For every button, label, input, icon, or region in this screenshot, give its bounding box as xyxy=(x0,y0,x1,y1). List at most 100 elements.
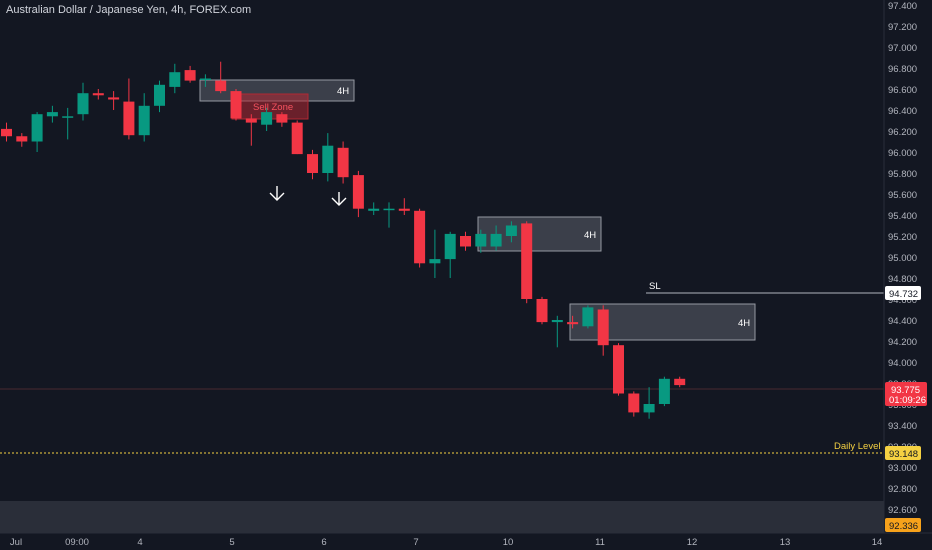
candle-body[interactable] xyxy=(613,345,624,394)
x-tick-label: 5 xyxy=(229,537,234,548)
y-tick-label: 97.400 xyxy=(888,1,917,12)
candle-body[interactable] xyxy=(276,114,288,123)
down-arrow-icon xyxy=(269,186,285,201)
y-tick-label: 95.000 xyxy=(888,253,917,264)
candle-body[interactable] xyxy=(551,320,563,323)
candle-body[interactable] xyxy=(245,118,257,123)
candle-body[interactable] xyxy=(383,208,395,211)
y-tick-label: 93.000 xyxy=(888,463,917,474)
candle-body[interactable] xyxy=(1,128,12,137)
candle-body[interactable] xyxy=(582,307,594,327)
candle-body[interactable] xyxy=(16,136,28,142)
y-tick-label: 94.400 xyxy=(888,316,917,327)
candle-body[interactable] xyxy=(658,378,670,404)
y-tick-label: 96.600 xyxy=(888,85,917,96)
y-tick-label: 95.400 xyxy=(888,211,917,222)
y-tick-label: 94.000 xyxy=(888,358,917,369)
candle-body[interactable] xyxy=(62,116,74,118)
candle-body[interactable] xyxy=(505,225,517,237)
x-tick-label: 12 xyxy=(687,537,698,548)
candle-body[interactable] xyxy=(398,208,410,211)
y-tick-label: 94.800 xyxy=(888,274,917,285)
candle-body[interactable] xyxy=(674,378,686,386)
y-tick-label: 97.000 xyxy=(888,43,917,54)
y-tick-label: 96.000 xyxy=(888,148,917,159)
daily-level-badge xyxy=(885,446,921,460)
x-tick-label: 11 xyxy=(595,537,605,548)
daily-level-label: Daily Level xyxy=(834,441,880,452)
x-tick-label: 14 xyxy=(872,537,883,548)
y-tick-label: 92.600 xyxy=(888,505,917,516)
candle-body[interactable] xyxy=(46,112,58,117)
candle-body[interactable] xyxy=(123,101,135,136)
x-axis: Jul 09:00 4 5 6 7 10 11 12 13 14 xyxy=(10,537,882,548)
candle-body[interactable] xyxy=(291,122,303,155)
candle-body[interactable] xyxy=(184,70,196,81)
down-arrow-icon xyxy=(331,192,347,206)
chart-title: Australian Dollar / Japanese Yen, 4h, FO… xyxy=(6,4,252,16)
y-tick-label: 95.800 xyxy=(888,169,917,180)
x-tick-label: 4 xyxy=(137,537,142,548)
candle-body[interactable] xyxy=(444,233,456,260)
y-tick-label: 97.200 xyxy=(888,22,917,33)
candle-body[interactable] xyxy=(597,309,609,346)
candle-body[interactable] xyxy=(154,84,165,106)
x-tick-label: 13 xyxy=(780,537,791,548)
candle-body[interactable] xyxy=(215,80,227,92)
x-tick-label: 7 xyxy=(413,537,418,548)
candle-body[interactable] xyxy=(108,97,120,100)
candle-body[interactable] xyxy=(521,223,533,299)
candle-body[interactable] xyxy=(490,233,502,247)
candles-group xyxy=(1,61,686,419)
y-tick-label: 95.200 xyxy=(888,232,917,243)
candle-body[interactable] xyxy=(31,114,43,142)
candle-body[interactable] xyxy=(337,147,349,178)
sl-label: SL xyxy=(649,281,661,292)
sl-price-text: 94.732 xyxy=(889,289,918,300)
candle-body[interactable] xyxy=(352,175,364,209)
y-tick-label: 93.400 xyxy=(888,421,917,432)
y-tick-label: 96.200 xyxy=(888,127,917,138)
candle-body[interactable] xyxy=(92,93,104,96)
candle-body[interactable] xyxy=(567,322,579,325)
current-price-text: 93.775 xyxy=(891,385,920,396)
x-tick-label: 6 xyxy=(321,537,326,548)
countdown-text: 01:09:26 xyxy=(889,395,926,406)
x-tick-label: 09:00 xyxy=(65,537,89,548)
candle-body[interactable] xyxy=(460,236,471,247)
candle-body[interactable] xyxy=(169,72,181,87)
candle-body[interactable] xyxy=(628,393,640,413)
bottom-price-text: 92.336 xyxy=(889,521,918,532)
y-tick-label: 96.800 xyxy=(888,64,917,75)
y-tick-label: 92.800 xyxy=(888,484,917,495)
candle-body[interactable] xyxy=(475,233,487,247)
x-tick-label: Jul xyxy=(10,537,22,548)
zone-label-3: 4H xyxy=(738,318,750,329)
candle-body[interactable] xyxy=(536,299,548,323)
candle-body[interactable] xyxy=(230,91,242,119)
sell-zone-label: Sell Zone xyxy=(253,102,293,113)
candle-body[interactable] xyxy=(429,259,441,264)
bottom-price-band xyxy=(0,501,884,533)
y-tick-label: 94.200 xyxy=(888,337,917,348)
x-tick-label: 10 xyxy=(503,537,514,548)
current-price-badge xyxy=(885,382,927,406)
bottom-price-badge xyxy=(885,518,921,532)
sl-price-badge xyxy=(885,286,921,300)
candle-body[interactable] xyxy=(414,210,426,264)
zone-label-2: 4H xyxy=(584,230,596,241)
candle-body[interactable] xyxy=(199,78,211,81)
candle-body[interactable] xyxy=(77,93,89,115)
candle-body[interactable] xyxy=(643,404,655,413)
y-tick-label: 95.600 xyxy=(888,190,917,201)
candle-body[interactable] xyxy=(138,105,150,136)
y-tick-label: 96.400 xyxy=(888,106,917,117)
candle-body[interactable] xyxy=(322,145,334,173)
candle-body[interactable] xyxy=(368,208,380,211)
y-tick-label: 94.600 xyxy=(888,295,917,306)
candle-body[interactable] xyxy=(261,112,273,125)
daily-level-price-text: 93.148 xyxy=(889,449,918,460)
zone-label-1: 4H xyxy=(337,86,349,97)
candle-body[interactable] xyxy=(307,154,318,173)
